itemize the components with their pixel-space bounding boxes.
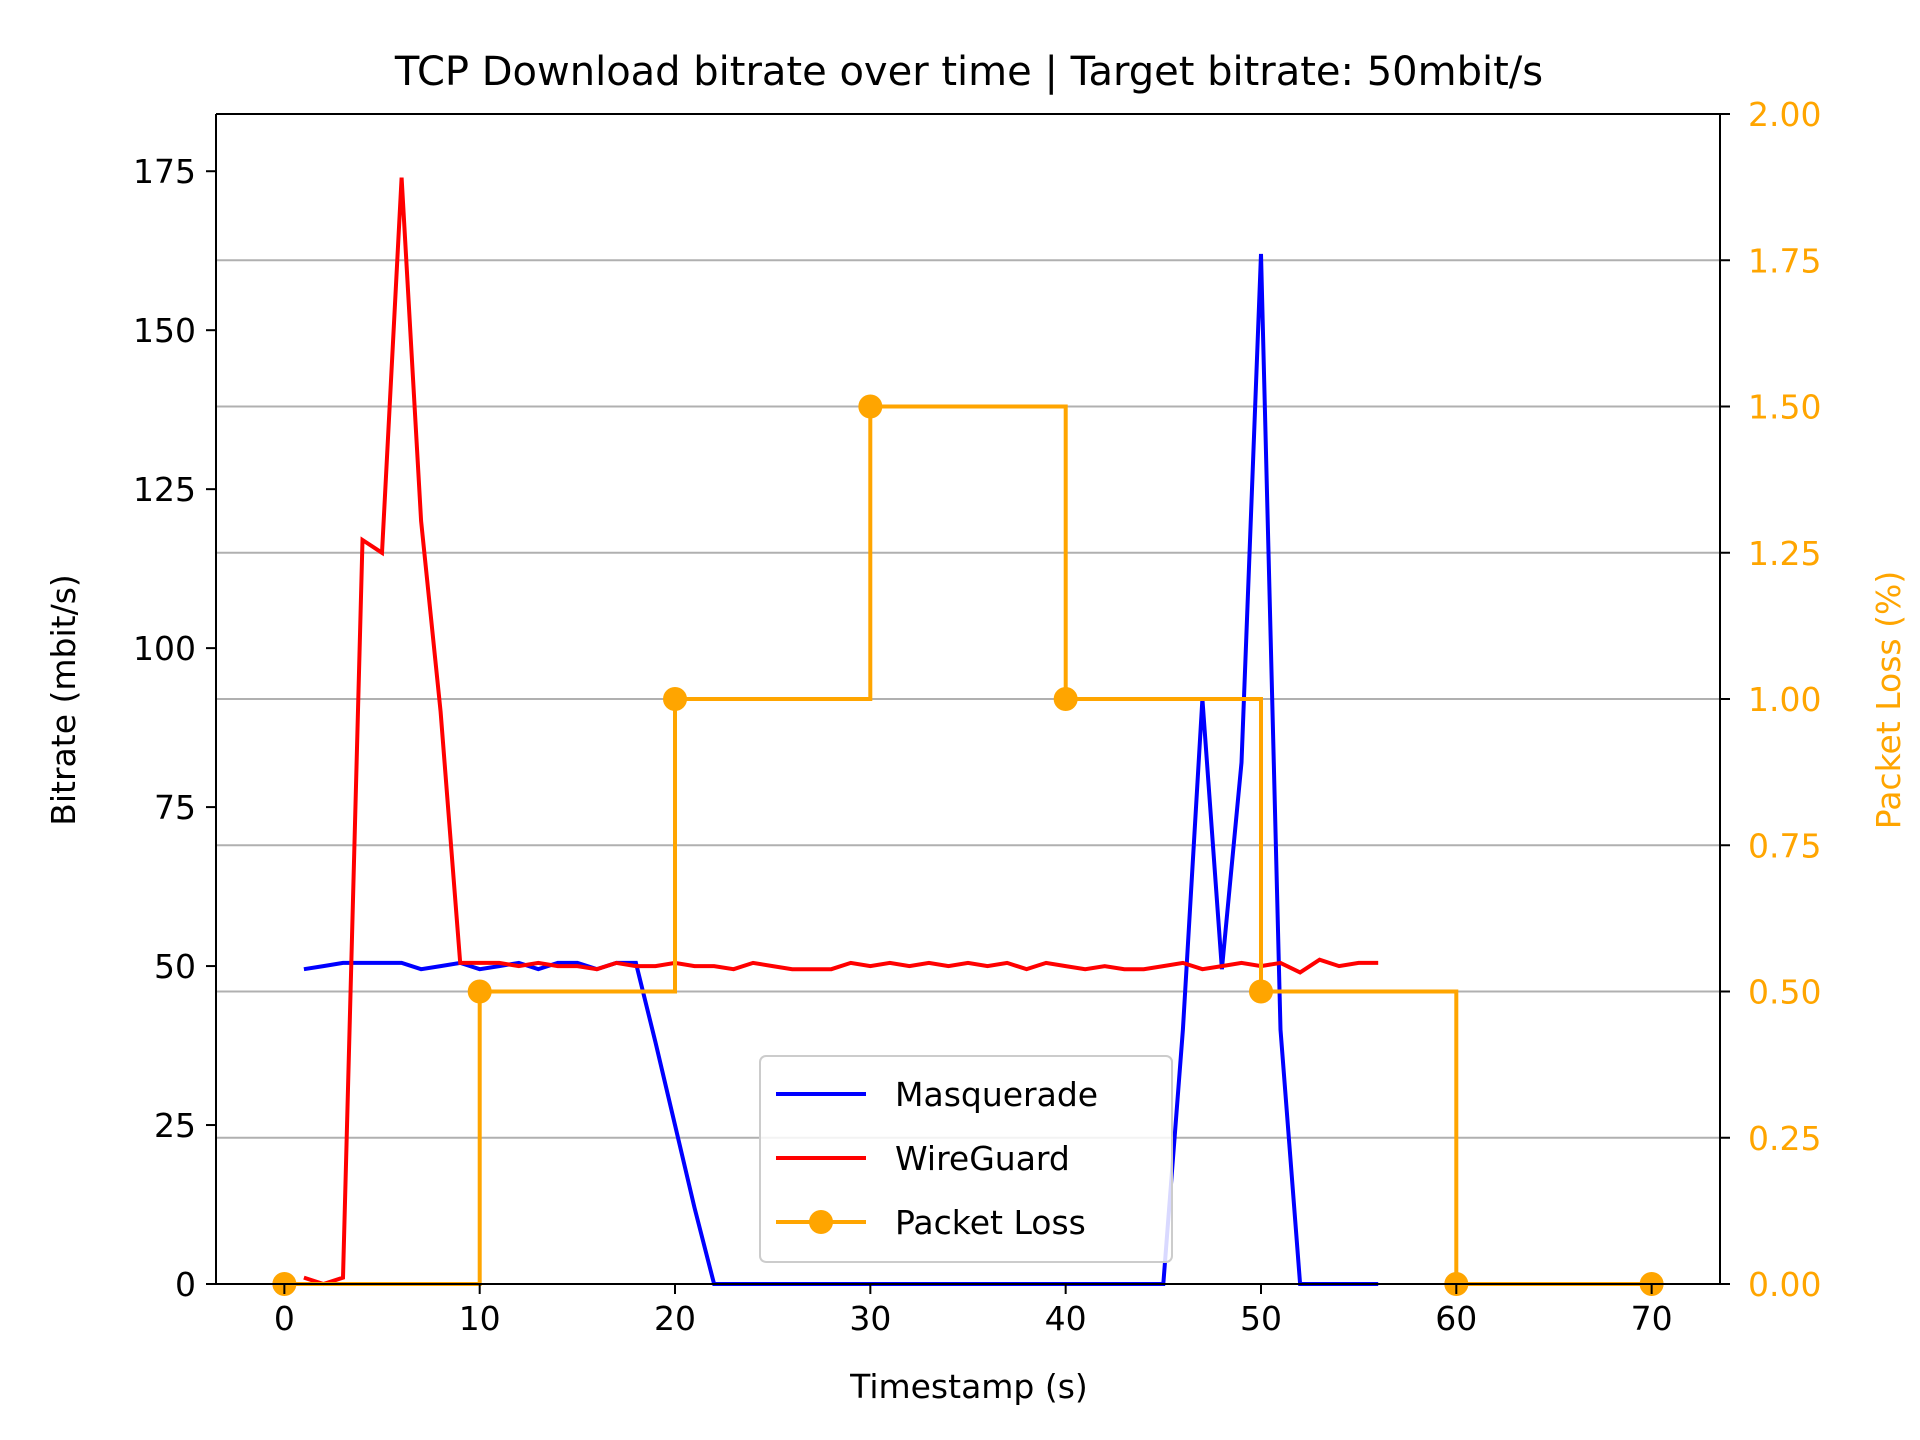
y-axis-label: Bitrate (mbit/s): [44, 574, 83, 826]
series-marker-packet-loss: [1248, 979, 1273, 1004]
legend: Masquerade WireGuard Packet Loss: [759, 1055, 1173, 1263]
legend-label-wireguard: WireGuard: [895, 1139, 1070, 1178]
y2-tick-label: 2.00: [1748, 95, 1821, 134]
x-tick-label: 10: [459, 1299, 501, 1338]
y2-axis-label: Packet Loss (%): [1869, 571, 1908, 829]
y-tick-label: 150: [133, 311, 196, 350]
y2-tick-label: 1.50: [1748, 388, 1821, 427]
x-tick-label: 30: [849, 1299, 891, 1338]
legend-box: [759, 1055, 1173, 1263]
y2-tick-label: 0.25: [1748, 1119, 1821, 1158]
y2-tick-label: 0.00: [1748, 1265, 1821, 1304]
y-tick-label: 50: [154, 947, 196, 986]
chart-title: TCP Download bitrate over time | Target …: [394, 49, 1543, 95]
axes: 0 10 20 30 40 50 60 70 0 25 50 75 100 125 150 175 0.00 0.…: [133, 95, 1821, 1338]
x-tick-label: 60: [1435, 1299, 1477, 1338]
y2-tick-label: 1.25: [1748, 534, 1821, 573]
legend-marker-packet-loss: [809, 1210, 833, 1234]
x-tick-label: 50: [1240, 1299, 1282, 1338]
series-marker-packet-loss: [467, 979, 492, 1004]
y-tick-label: 100: [133, 629, 196, 668]
y-tick-label: 25: [154, 1106, 196, 1145]
x-tick-label: 0: [274, 1299, 295, 1338]
legend-label-masquerade: Masquerade: [895, 1075, 1098, 1114]
y2-tick-label: 1.75: [1748, 241, 1821, 280]
y-tick-label: 75: [154, 788, 196, 827]
x-axis-label: Timestamp (s): [849, 1367, 1088, 1406]
series-marker-packet-loss: [858, 394, 883, 419]
x-tick-label: 40: [1045, 1299, 1087, 1338]
y-tick-label: 0: [175, 1265, 196, 1304]
y2-tick-label: 0.50: [1748, 973, 1821, 1012]
y-tick-label: 175: [133, 152, 196, 191]
series-line-wireguard: [303, 177, 1379, 1287]
series-line-packet-loss: [284, 404, 1652, 1286]
x-tick-label: 20: [654, 1299, 696, 1338]
series-marker-packet-loss: [1053, 687, 1078, 711]
x-tick-label: 70: [1631, 1299, 1673, 1338]
series-marker-packet-loss: [663, 687, 688, 711]
y-tick-label: 125: [133, 470, 196, 509]
y2-tick-label: 0.75: [1748, 826, 1821, 865]
y2-tick-label: 1.00: [1748, 680, 1821, 719]
legend-label-packet-loss: Packet Loss: [895, 1203, 1086, 1242]
